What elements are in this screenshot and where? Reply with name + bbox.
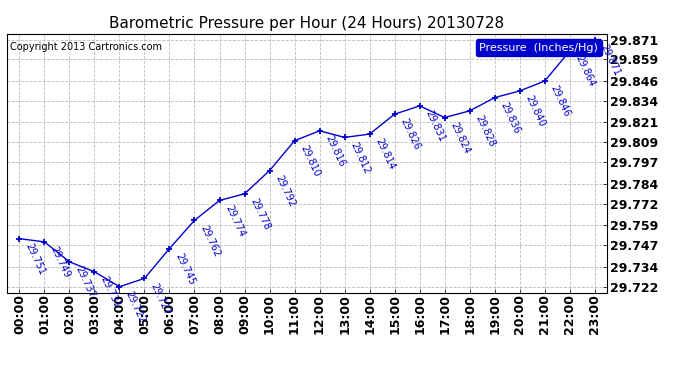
Pressure  (Inches/Hg) [140, 276, 148, 280]
Text: 29.774: 29.774 [224, 203, 247, 238]
Pressure  (Inches/Hg) [215, 198, 224, 203]
Pressure  (Inches/Hg) [566, 49, 574, 53]
Pressure  (Inches/Hg) [366, 132, 374, 136]
Text: 29.751: 29.751 [23, 242, 47, 276]
Text: 29.778: 29.778 [248, 196, 272, 232]
Legend: Pressure  (Inches/Hg): Pressure (Inches/Hg) [476, 39, 602, 56]
Text: 29.792: 29.792 [274, 173, 297, 208]
Text: 29.731: 29.731 [99, 274, 122, 309]
Pressure  (Inches/Hg) [15, 236, 23, 241]
Text: 29.814: 29.814 [374, 137, 397, 172]
Pressure  (Inches/Hg) [266, 168, 274, 173]
Text: 29.828: 29.828 [474, 114, 497, 148]
Text: 29.737: 29.737 [74, 265, 97, 300]
Title: Barometric Pressure per Hour (24 Hours) 20130728: Barometric Pressure per Hour (24 Hours) … [110, 16, 504, 31]
Pressure  (Inches/Hg) [290, 138, 299, 143]
Text: 29.727: 29.727 [148, 281, 172, 316]
Text: 29.810: 29.810 [299, 144, 322, 178]
Pressure  (Inches/Hg) [166, 246, 174, 251]
Pressure  (Inches/Hg) [240, 192, 248, 196]
Pressure  (Inches/Hg) [315, 129, 324, 133]
Text: 29.864: 29.864 [574, 54, 597, 89]
Text: 29.812: 29.812 [348, 140, 372, 175]
Text: 29.836: 29.836 [499, 100, 522, 135]
Pressure  (Inches/Hg) [415, 104, 424, 108]
Pressure  (Inches/Hg) [190, 218, 199, 223]
Text: Copyright 2013 Cartronics.com: Copyright 2013 Cartronics.com [10, 42, 162, 51]
Line: Pressure  (Inches/Hg): Pressure (Inches/Hg) [16, 36, 598, 290]
Text: 29.749: 29.749 [48, 245, 72, 280]
Pressure  (Inches/Hg) [515, 89, 524, 93]
Pressure  (Inches/Hg) [466, 109, 474, 113]
Pressure  (Inches/Hg) [540, 79, 549, 83]
Pressure  (Inches/Hg) [391, 112, 399, 117]
Text: 29.826: 29.826 [399, 117, 422, 152]
Text: 29.840: 29.840 [524, 94, 547, 129]
Pressure  (Inches/Hg) [591, 37, 599, 42]
Pressure  (Inches/Hg) [440, 115, 449, 120]
Text: 29.831: 29.831 [424, 109, 447, 144]
Text: 29.846: 29.846 [549, 84, 572, 118]
Text: 29.722: 29.722 [124, 290, 147, 325]
Pressure  (Inches/Hg) [115, 285, 124, 289]
Pressure  (Inches/Hg) [491, 95, 499, 100]
Pressure  (Inches/Hg) [66, 260, 74, 264]
Pressure  (Inches/Hg) [90, 270, 99, 274]
Text: 29.871: 29.871 [599, 42, 622, 77]
Pressure  (Inches/Hg) [340, 135, 348, 140]
Text: 29.745: 29.745 [174, 251, 197, 286]
Pressure  (Inches/Hg) [40, 240, 48, 244]
Text: 29.816: 29.816 [324, 134, 347, 168]
Text: 29.762: 29.762 [199, 223, 222, 258]
Text: 29.824: 29.824 [448, 120, 472, 155]
